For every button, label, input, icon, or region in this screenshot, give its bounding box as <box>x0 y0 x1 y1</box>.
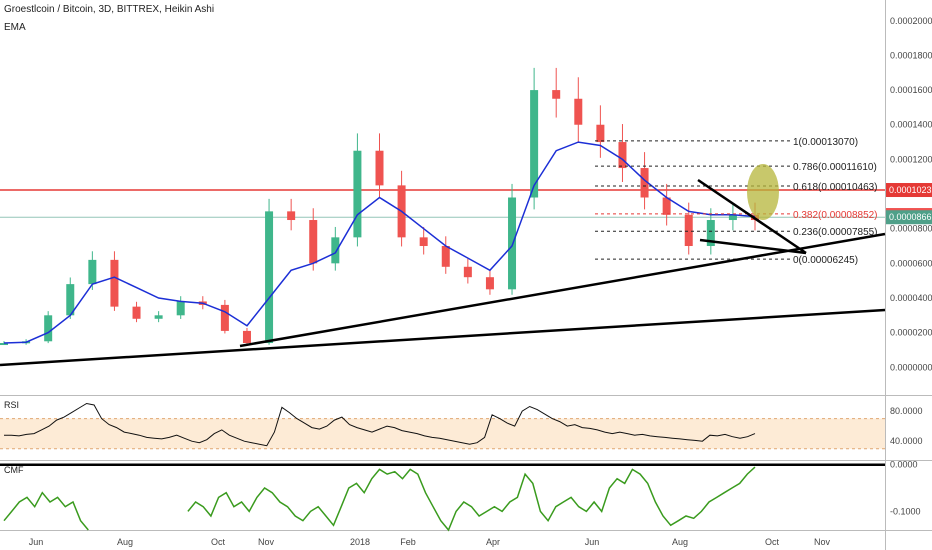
candle-body <box>706 220 715 247</box>
candle-body <box>375 150 384 186</box>
candle-body <box>596 124 605 143</box>
x-tick-label: Aug <box>117 537 133 547</box>
candle-body <box>353 150 362 238</box>
rsi-line <box>4 402 756 447</box>
price-badge <box>886 210 932 225</box>
ema-line <box>3 141 756 344</box>
cmf-y-tick: -0.1000 <box>890 506 921 516</box>
rsi-y-tick: 40.0000 <box>890 436 923 446</box>
fib-level-label: 0.382(0.00008852) <box>793 210 878 221</box>
x-tick-label: Nov <box>814 537 831 547</box>
target-highlight-ellipse <box>747 164 779 220</box>
chart-title: Groestlcoin / Bitcoin, 3D, BITTREX, Heik… <box>4 4 215 15</box>
candle-body <box>242 330 251 344</box>
y-tick-label: 0.00000000 <box>890 362 932 372</box>
candle-body <box>265 211 274 344</box>
cmf-y-tick: 0.0000 <box>890 460 918 470</box>
candle-body <box>618 142 627 169</box>
cmf-line <box>187 466 756 532</box>
candle-body <box>419 237 428 247</box>
candle-body <box>530 90 539 198</box>
candle-body <box>66 284 75 316</box>
fib-level-label: 0.786(0.00011610) <box>793 162 877 173</box>
candle-body <box>309 220 318 264</box>
price-badge-label: 0.00008661 <box>889 212 932 222</box>
price-badge-label: 0.00010232 <box>889 185 932 195</box>
rsi-y-tick: 80.0000 <box>890 406 923 416</box>
candle-body <box>552 90 561 99</box>
candle-body <box>44 315 53 342</box>
fib-level-label: 0.618(0.00010463) <box>793 182 878 193</box>
candle-body <box>441 246 450 267</box>
candle-body <box>110 259 119 307</box>
price-badge <box>886 183 932 198</box>
x-tick-label: Jun <box>29 537 44 547</box>
candle-body <box>154 315 163 319</box>
wedge-lower-line <box>699 238 807 255</box>
rsi-pane-label: RSI <box>4 400 19 410</box>
candle-body <box>287 211 296 221</box>
x-tick-label: Oct <box>765 537 780 547</box>
indicator-label: EMA <box>4 22 26 33</box>
candle-body <box>463 266 472 278</box>
candle-body <box>662 197 671 215</box>
candle-body <box>331 237 340 264</box>
candle-body <box>0 343 8 346</box>
fib-level-label: 1(0.00013070) <box>793 137 858 148</box>
candle-body <box>640 168 649 198</box>
x-tick-label: Oct <box>211 537 226 547</box>
wedge-upper-line <box>697 178 807 255</box>
trendline-rising <box>239 232 886 348</box>
x-tick-label: Jun <box>585 537 600 547</box>
x-tick-label: Feb <box>400 537 416 547</box>
candle-body <box>176 301 185 316</box>
cmf-line <box>3 491 89 531</box>
candle-body <box>728 214 737 221</box>
candle-body <box>574 98 583 125</box>
candle-body <box>220 304 229 331</box>
x-tick-label: Apr <box>486 537 500 547</box>
candle-body <box>88 259 97 285</box>
candle-body <box>684 214 693 247</box>
x-tick-label: 2018 <box>350 537 370 547</box>
fib-level-label: 0(0.00006245) <box>793 255 858 266</box>
x-tick-label: Nov <box>258 537 275 547</box>
trendline-long <box>0 308 886 367</box>
fib-level-label: 0.236(0.00007855) <box>793 227 878 238</box>
cmf-pane-label: CMF <box>4 465 24 475</box>
candle-body <box>485 277 494 290</box>
rsi-band <box>0 418 885 449</box>
candle-body <box>132 306 141 319</box>
x-tick-label: Aug <box>672 537 688 547</box>
candle-body <box>508 197 517 290</box>
